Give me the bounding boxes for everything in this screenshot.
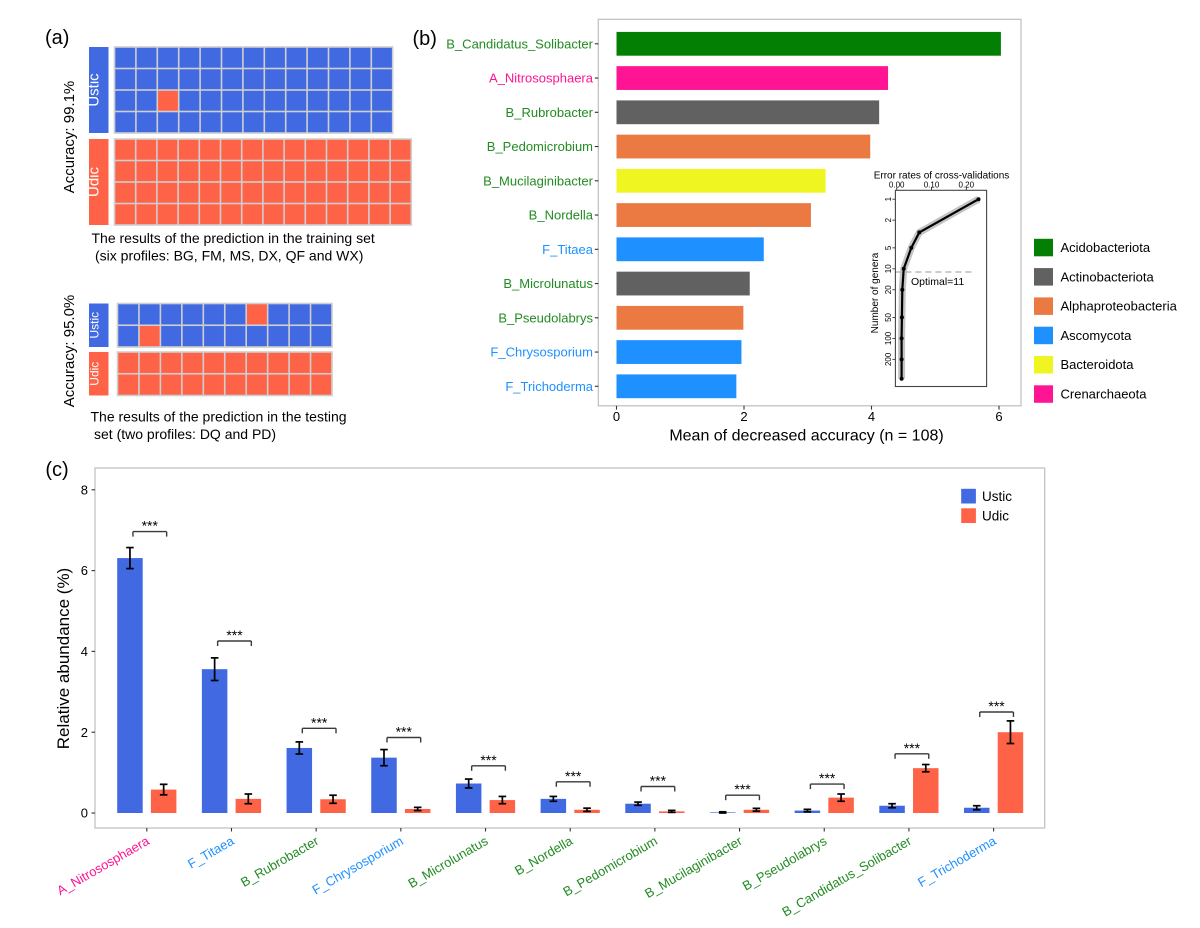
svg-text:***: *** [142,518,159,534]
svg-text:Accuracy: 99.1%: Accuracy: 99.1% [61,81,78,194]
svg-text:20: 20 [884,285,893,294]
svg-text:50: 50 [884,312,893,321]
svg-text:***: *** [819,770,836,786]
svg-text:***: *** [904,740,921,756]
svg-text:B_Nordella: B_Nordella [529,208,594,223]
svg-text:Crenarchaeota: Crenarchaeota [1061,387,1148,402]
svg-text:1: 1 [884,196,893,201]
svg-text:The results of the prediction: The results of the prediction in the tra… [92,230,375,246]
svg-text:Udic: Udic [86,167,103,198]
svg-text:Acidobacteriota: Acidobacteriota [1061,240,1151,255]
svg-text:200: 200 [884,352,893,366]
svg-text:6: 6 [81,563,88,578]
svg-text:(a): (a) [45,27,69,49]
svg-text:Udic: Udic [88,362,102,386]
svg-text:set (two profiles: DQ and PD): set (two profiles: DQ and PD) [94,426,276,442]
svg-text:F_Chrysosporium: F_Chrysosporium [490,345,593,360]
svg-text:B_Candidatus_Solibacter: B_Candidatus_Solibacter [446,36,593,51]
svg-text:Error rates of cross-validatio: Error rates of cross-validations [874,171,1010,182]
svg-text:F_Trichoderma: F_Trichoderma [505,379,593,394]
svg-text:Ustic: Ustic [88,312,102,339]
svg-text:0.10: 0.10 [924,180,940,189]
svg-text:5: 5 [884,245,893,250]
svg-text:6: 6 [995,409,1002,424]
svg-text:Number of genera: Number of genera [870,252,881,333]
svg-text:0.00: 0.00 [889,180,905,189]
svg-text:2: 2 [81,725,88,740]
svg-text:Accuracy: 95.0%: Accuracy: 95.0% [61,295,78,408]
svg-text:2: 2 [884,217,893,222]
svg-text:Ustic: Ustic [86,73,103,107]
svg-text:Optimal=11: Optimal=11 [911,276,964,288]
svg-text:Bacteroidota: Bacteroidota [1061,357,1135,372]
svg-text:Udic: Udic [982,509,1009,524]
svg-text:Ascomycota: Ascomycota [1061,328,1133,343]
svg-text:0.20: 0.20 [959,180,975,189]
svg-text:***: *** [311,714,328,730]
svg-text:Alphaproteobacteria: Alphaproteobacteria [1061,299,1178,314]
svg-text:(six profiles: BG, FM, MS, DX,: (six profiles: BG, FM, MS, DX, QF and WX… [95,248,363,264]
svg-text:Actinobacteriota: Actinobacteriota [1061,269,1155,284]
svg-text:(b): (b) [413,28,437,50]
svg-text:B_Pseudolabrys: B_Pseudolabrys [498,310,593,325]
svg-text:0: 0 [613,409,620,424]
svg-text:***: *** [734,781,751,797]
svg-text:4: 4 [868,409,875,424]
svg-text:B_Microlunatus: B_Microlunatus [503,276,593,291]
svg-text:***: *** [480,752,497,768]
svg-text:100: 100 [884,331,893,345]
svg-text:Relative abundance (%): Relative abundance (%) [54,568,73,749]
svg-text:***: *** [988,698,1005,714]
svg-text:(c): (c) [45,459,68,481]
svg-text:4: 4 [81,644,88,659]
svg-text:The results of the prediction: The results of the prediction in the tes… [91,409,347,425]
svg-text:F_Titaea: F_Titaea [542,242,594,257]
svg-text:A_Nitrososphaera: A_Nitrososphaera [489,71,594,86]
svg-text:Mean of decreased accuracy (n: Mean of decreased accuracy (n = 108) [669,428,943,445]
svg-text:***: *** [226,627,243,643]
svg-text:B_Pedomicrobium: B_Pedomicrobium [487,139,593,154]
svg-text:***: *** [565,768,582,784]
svg-text:0: 0 [81,806,88,821]
svg-text:B_Rubrobacter: B_Rubrobacter [506,105,594,120]
svg-text:10: 10 [884,264,893,273]
svg-text:***: *** [650,773,667,789]
svg-text:B_Mucilaginibacter: B_Mucilaginibacter [483,173,594,188]
svg-text:2: 2 [740,409,747,424]
svg-text:Ustic: Ustic [982,489,1012,504]
svg-text:8: 8 [81,482,88,497]
svg-text:***: *** [396,724,413,740]
